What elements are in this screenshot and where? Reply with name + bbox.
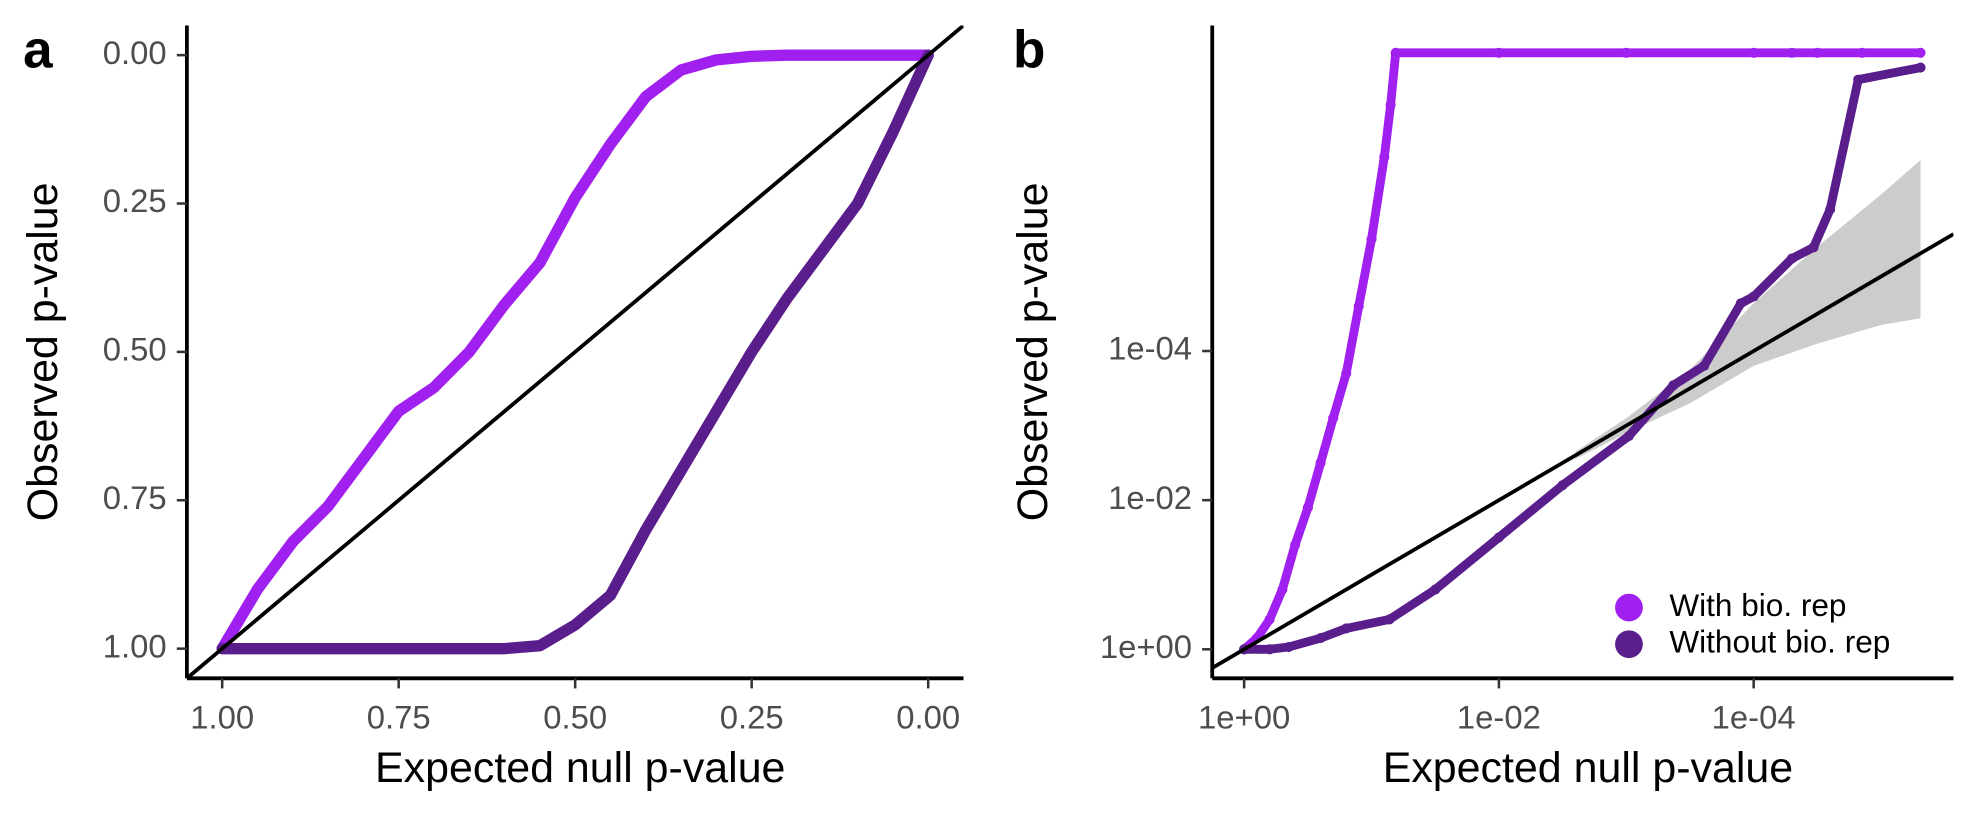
y-tick-label: 0.75 [103, 479, 167, 516]
panel-label: a [23, 20, 53, 79]
series-line [1239, 48, 1925, 654]
x-axis-title: Expected null p-value [375, 744, 785, 792]
data-point [1621, 47, 1632, 58]
y-tick-label: 1e-04 [1108, 330, 1192, 367]
x-tick-label: 0.25 [720, 699, 784, 736]
x-tick-label: 1.00 [190, 699, 254, 736]
data-point [1493, 47, 1504, 58]
data-point [1856, 47, 1868, 58]
data-point [1786, 253, 1797, 264]
data-point [1812, 47, 1823, 58]
data-point [1786, 47, 1797, 58]
data-point [1341, 368, 1352, 379]
data-point [1430, 584, 1441, 595]
series-line [216, 49, 934, 655]
x-tick-label: 0.50 [543, 699, 607, 736]
data-point [1808, 242, 1819, 253]
y-tick-label: 0.25 [103, 182, 167, 219]
x-tick-label: 1e-02 [1457, 699, 1541, 736]
data-point [1277, 584, 1288, 595]
data-point [1341, 623, 1352, 634]
legend-label: With bio. rep [1669, 587, 1846, 623]
data-point [1385, 99, 1396, 111]
data-point [1302, 502, 1313, 513]
data-point [1699, 360, 1710, 371]
data-point [1315, 633, 1326, 644]
x-tick-label: 0.75 [367, 699, 431, 736]
y-tick-label: 1e-02 [1108, 479, 1192, 516]
data-point [1290, 539, 1301, 550]
data-point [1384, 614, 1395, 625]
data-point [1283, 641, 1294, 653]
data-point [1493, 532, 1504, 543]
data-point [1557, 480, 1568, 491]
data-point [1825, 204, 1836, 215]
legend-marker [1615, 630, 1643, 659]
data-point [1748, 291, 1759, 302]
x-tick-label: 0.00 [896, 699, 960, 736]
y-tick-label: 0.50 [103, 331, 167, 368]
data-point [1328, 413, 1339, 424]
y-tick-label: 1.00 [103, 627, 167, 664]
data-point [1264, 644, 1275, 655]
data-point [1390, 47, 1401, 58]
y-axis-title: Observed p-value [1009, 182, 1057, 521]
data-point [1315, 457, 1326, 468]
identity-line [186, 25, 964, 679]
data-point [1366, 234, 1377, 245]
x-tick-label: 1e+00 [1198, 699, 1290, 736]
legend-marker [1615, 593, 1643, 622]
data-point [1915, 47, 1926, 58]
data-point [1264, 614, 1275, 625]
data-point [1379, 152, 1390, 163]
panel-label: b [1013, 20, 1045, 79]
plot-area [186, 25, 964, 679]
series-line [216, 49, 934, 655]
data-point [1748, 47, 1759, 58]
confidence-band [1575, 160, 1921, 460]
x-tick-label: 1e-04 [1712, 699, 1796, 736]
data-point [1353, 301, 1364, 312]
y-axis-title: Observed p-value [19, 182, 67, 521]
data-point [1668, 380, 1679, 391]
plot-area [1212, 47, 1954, 670]
data-point [1915, 62, 1926, 73]
y-tick-label: 0.00 [103, 34, 167, 71]
legend-label: Without bio. rep [1669, 624, 1890, 660]
data-point [1623, 430, 1634, 442]
data-point [1853, 74, 1864, 85]
data-point [1735, 298, 1746, 309]
y-tick-label: 1e+00 [1100, 628, 1192, 665]
identity-line [1212, 232, 1954, 670]
x-axis-title: Expected null p-value [1383, 744, 1793, 792]
